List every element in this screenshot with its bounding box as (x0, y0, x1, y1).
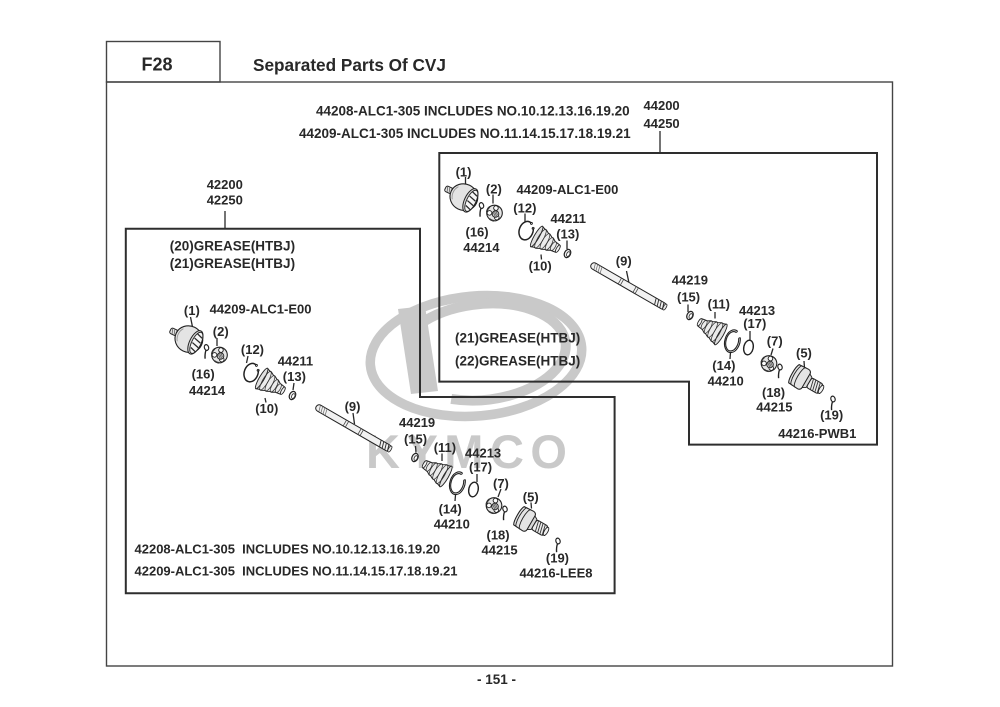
svg-text:F28: F28 (141, 55, 172, 75)
svg-text:44219: 44219 (399, 415, 435, 430)
svg-text:44216-LEE8: 44216-LEE8 (520, 566, 593, 581)
svg-text:(12): (12) (513, 201, 536, 216)
svg-text:(10): (10) (255, 401, 278, 416)
svg-text:44209-ALC1-305 INCLUDES NO.11.: 44209-ALC1-305 INCLUDES NO.11.14.15.17.1… (299, 126, 631, 141)
svg-text:(13): (13) (283, 369, 306, 384)
svg-text:44214: 44214 (189, 383, 226, 398)
svg-text:(2): (2) (213, 324, 229, 339)
svg-text:42208-ALC1-305 INCLUDES NO.10: 42208-ALC1-305 INCLUDES NO.10.12.13.16.1… (135, 542, 441, 557)
svg-text:(18): (18) (762, 385, 785, 400)
svg-text:42209-ALC1-305 INCLUDES NO.11: 42209-ALC1-305 INCLUDES NO.11.14.15.17.1… (135, 564, 458, 579)
svg-text:(18): (18) (487, 528, 510, 543)
svg-text:(2): (2) (486, 182, 502, 197)
svg-text:(15): (15) (404, 432, 427, 447)
svg-text:(14): (14) (712, 358, 735, 373)
svg-text:44213: 44213 (739, 303, 775, 318)
svg-text:(20)GREASE(HTBJ): (20)GREASE(HTBJ) (170, 239, 295, 254)
svg-text:(14): (14) (439, 502, 462, 517)
svg-text:(16): (16) (192, 367, 215, 382)
svg-text:44219: 44219 (672, 273, 708, 288)
svg-text:(5): (5) (796, 346, 812, 361)
svg-text:(17): (17) (469, 460, 492, 475)
svg-text:44200: 44200 (644, 98, 680, 113)
svg-text:(22)GREASE(HTBJ): (22)GREASE(HTBJ) (455, 354, 580, 369)
svg-text:44215: 44215 (756, 400, 792, 415)
svg-text:(7): (7) (767, 334, 783, 349)
svg-text:(21)GREASE(HTBJ): (21)GREASE(HTBJ) (170, 256, 295, 271)
svg-text:KYMCO: KYMCO (366, 425, 573, 478)
svg-text:44211: 44211 (551, 211, 586, 226)
svg-text:(1): (1) (456, 165, 472, 180)
svg-text:(16): (16) (466, 225, 489, 240)
svg-text:42250: 42250 (207, 193, 243, 208)
svg-text:44209-ALC1-E00: 44209-ALC1-E00 (210, 302, 312, 317)
svg-text:44216-PWB1: 44216-PWB1 (778, 426, 856, 441)
svg-text:42200: 42200 (207, 177, 243, 192)
svg-text:44211: 44211 (278, 354, 313, 369)
svg-text:(10): (10) (529, 259, 552, 274)
svg-text:(1): (1) (184, 303, 200, 318)
svg-text:(19): (19) (546, 551, 569, 566)
svg-text:44214: 44214 (463, 240, 500, 255)
svg-text:(7): (7) (493, 476, 509, 491)
svg-text:(21)GREASE(HTBJ): (21)GREASE(HTBJ) (455, 331, 580, 346)
svg-text:Separated Parts Of CVJ: Separated Parts Of CVJ (253, 55, 446, 75)
svg-text:44250: 44250 (644, 116, 680, 131)
svg-text:44215: 44215 (482, 543, 518, 558)
svg-text:(11): (11) (434, 440, 456, 455)
svg-text:(19): (19) (820, 408, 843, 423)
svg-text:(5): (5) (523, 490, 539, 505)
svg-text:44209-ALC1-E00: 44209-ALC1-E00 (517, 182, 619, 197)
svg-text:(17): (17) (743, 316, 766, 331)
svg-text:(15): (15) (677, 290, 700, 305)
svg-text:- 151 -: - 151 - (477, 672, 516, 687)
svg-text:(9): (9) (345, 399, 361, 414)
svg-text:44208-ALC1-305 INCLUDES NO.10.: 44208-ALC1-305 INCLUDES NO.10.12.13.16.1… (316, 104, 630, 119)
svg-text:(11): (11) (708, 297, 730, 312)
svg-text:44210: 44210 (434, 517, 470, 532)
svg-text:(12): (12) (241, 342, 264, 357)
svg-text:(13): (13) (556, 227, 579, 242)
svg-text:(9): (9) (616, 254, 632, 269)
svg-text:44213: 44213 (465, 446, 501, 461)
svg-text:44210: 44210 (708, 373, 744, 388)
